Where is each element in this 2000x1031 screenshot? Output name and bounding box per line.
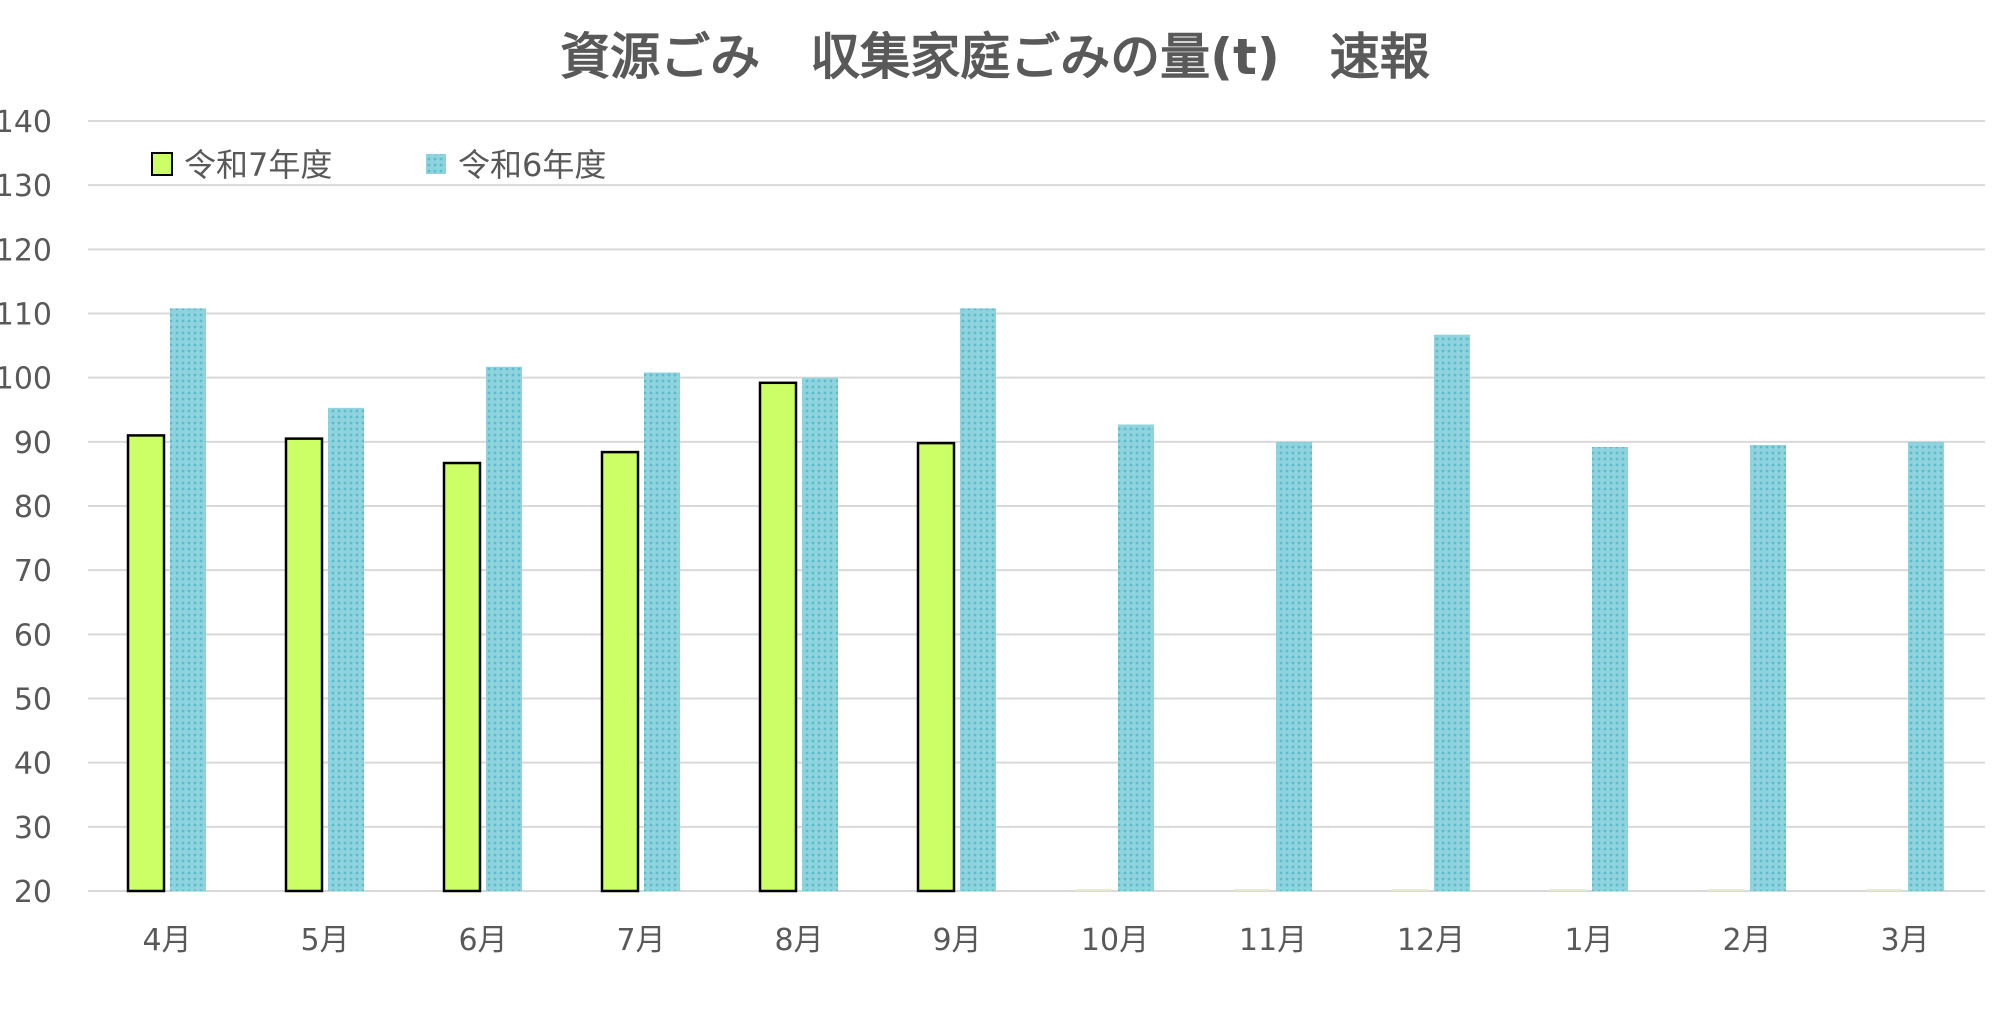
x-tick-label: 12月	[1397, 923, 1465, 958]
x-tick-label: 7月	[616, 923, 665, 958]
x-tick-label: 3月	[1880, 923, 1929, 958]
bars	[126, 308, 1944, 893]
bar-series-1	[284, 437, 324, 893]
y-tick-label: 80	[14, 490, 52, 525]
x-tick-label: 10月	[1081, 923, 1149, 958]
y-tick-label: 50	[14, 683, 52, 718]
y-tick-label: 40	[14, 747, 52, 782]
x-tick-label: 1月	[1564, 923, 1613, 958]
bar-series-1-empty	[1234, 889, 1270, 891]
y-axis-ticks: 20 30 40 50 60 70 80 90 100 110 120 130 140	[0, 105, 52, 910]
bar-series-1	[758, 381, 798, 893]
bar-series-2	[486, 366, 522, 892]
bar-series-1-empty	[1076, 889, 1112, 891]
y-tick-label: 60	[14, 618, 52, 653]
y-tick-label: 90	[14, 426, 52, 461]
bar-series-2	[1434, 334, 1470, 891]
x-tick-label: 5月	[300, 923, 349, 958]
y-tick-label: 140	[0, 105, 52, 140]
y-tick-label: 20	[14, 875, 52, 910]
bar-series-2	[1118, 424, 1154, 891]
bar-series-1	[916, 441, 956, 893]
x-tick-label: 2月	[1722, 923, 1771, 958]
bar-series-2	[1592, 446, 1628, 891]
bar-series-2	[328, 407, 364, 891]
grid-lines	[88, 120, 1985, 892]
y-tick-label: 110	[0, 298, 52, 333]
y-tick-label: 30	[14, 811, 52, 846]
bar-series-2	[644, 372, 680, 891]
bar-series-1-empty	[1550, 889, 1586, 891]
chart-title: 資源ごみ 収集家庭ごみの量(t) 速報	[560, 28, 1430, 86]
bar-series-1-empty	[1708, 889, 1744, 891]
x-tick-label: 4月	[142, 923, 191, 958]
bar-series-2	[1908, 441, 1944, 891]
legend-label-series-2: 令和6年度	[458, 146, 606, 184]
y-tick-label: 70	[14, 554, 52, 589]
bar-series-2	[1750, 445, 1786, 891]
bar-series-1-empty	[1392, 889, 1428, 891]
x-tick-label: 9月	[932, 923, 981, 958]
bar-series-2	[960, 308, 996, 891]
bar-series-1	[442, 461, 482, 893]
x-tick-label: 8月	[774, 923, 823, 958]
y-tick-label: 120	[0, 233, 52, 268]
x-axis-ticks: 4月 5月 6月 7月 8月 9月 10月 11月 12月 1月 2月 3月	[142, 923, 1929, 958]
bar-series-1	[126, 434, 166, 893]
x-tick-label: 6月	[458, 923, 507, 958]
legend-label-series-1: 令和7年度	[184, 146, 332, 184]
bar-series-2	[802, 377, 838, 892]
bar-series-1-empty	[1866, 889, 1902, 891]
legend-swatch-series-2	[426, 154, 446, 174]
bar-series-2	[170, 308, 206, 891]
y-tick-label: 100	[0, 362, 52, 397]
y-tick-label: 130	[0, 169, 52, 204]
bar-series-2	[1276, 441, 1312, 891]
bar-series-1	[600, 450, 640, 893]
legend-swatch-series-1	[151, 152, 173, 176]
legend: 令和7年度 令和6年度	[151, 146, 606, 184]
x-tick-label: 11月	[1239, 923, 1307, 958]
